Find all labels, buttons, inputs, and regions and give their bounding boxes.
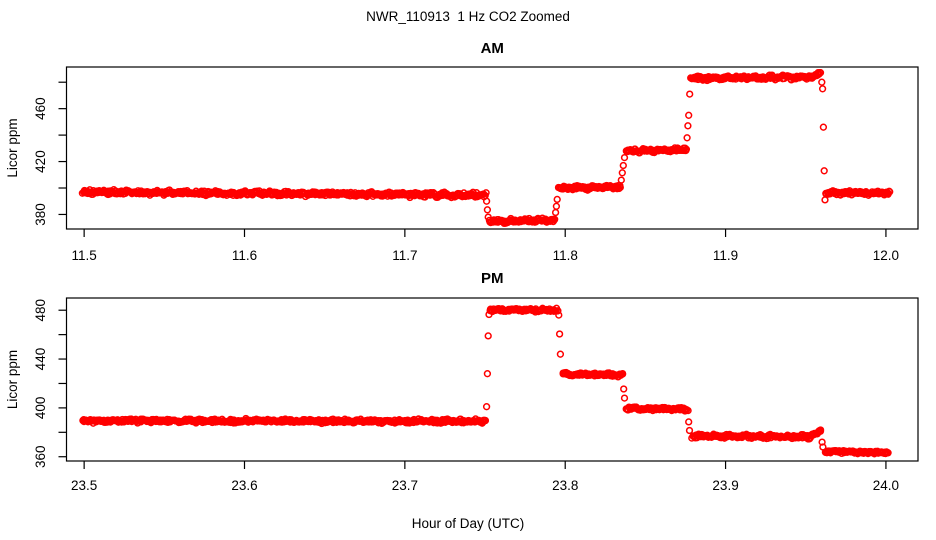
data-point	[551, 208, 560, 217]
panel-pm: 23.5 23.6 23.7 23.8 23.9 24.0 360 400 440 480 PM Li…	[5, 270, 919, 493]
data-point	[819, 443, 827, 451]
data-point	[616, 183, 624, 192]
plot-box	[65, 66, 919, 230]
panel-am: 11.5 11.6 11.7 11.8 11.9 12.0 380 420 460 AM Licor…	[5, 40, 919, 263]
x-tick-label: 23.6	[231, 478, 257, 493]
x-tick-label: 11.6	[232, 248, 257, 263]
y-tick-label: 380	[33, 203, 48, 226]
data-point	[818, 78, 826, 86]
data-point	[816, 426, 825, 434]
y-tick-label: 420	[33, 150, 48, 173]
figure-title: NWR_110913 1 Hz CO2 Zoomed	[366, 9, 570, 24]
plot-box	[65, 297, 919, 462]
data-point	[620, 153, 629, 162]
data-point	[685, 111, 693, 119]
data-point	[483, 206, 492, 214]
data-point	[819, 123, 828, 131]
y-axis-label: Licor ppm	[5, 350, 20, 409]
data-point	[818, 438, 826, 446]
panel-title: PM	[481, 270, 504, 287]
data-point	[555, 330, 564, 338]
scatter-points	[79, 304, 892, 458]
data-point	[618, 169, 626, 177]
data-point	[485, 310, 493, 319]
x-tick-label: 23.8	[552, 478, 578, 493]
data-point	[484, 332, 492, 340]
x-tick-label: 23.7	[392, 478, 418, 493]
data-point	[684, 406, 692, 415]
data-point	[821, 196, 829, 204]
y-tick-label: 400	[33, 397, 48, 420]
data-point	[682, 145, 691, 153]
data-point	[619, 161, 627, 170]
data-point	[685, 418, 693, 426]
data-point	[482, 403, 491, 411]
y-tick-label: 360	[33, 445, 48, 468]
x-tick-label: 23.5	[71, 478, 97, 493]
data-point	[552, 202, 561, 210]
data-point	[886, 188, 894, 196]
data-point	[484, 213, 492, 221]
data-point	[818, 85, 827, 93]
data-point	[553, 195, 561, 204]
data-point	[555, 311, 563, 319]
x-tick-label: 23.9	[712, 478, 738, 493]
x-tick-label: 11.7	[392, 248, 417, 263]
data-point	[551, 215, 559, 223]
y-tick-label: 440	[33, 348, 48, 371]
data-point	[884, 449, 892, 457]
x-tick-label: 24.0	[873, 478, 899, 493]
y-tick-label: 480	[33, 299, 48, 322]
data-point	[483, 370, 492, 378]
y-tick-label: 460	[33, 97, 48, 120]
data-point	[685, 426, 694, 435]
data-point	[481, 416, 490, 425]
x-tick-label: 11.5	[71, 248, 96, 263]
panel-title: AM	[481, 40, 504, 57]
data-point	[816, 69, 825, 77]
data-point	[683, 134, 691, 142]
data-point	[482, 189, 490, 197]
data-point	[686, 90, 694, 98]
x-tick-label: 12.0	[873, 248, 899, 263]
data-point	[618, 369, 627, 378]
data-point	[617, 176, 625, 184]
scatter-points	[78, 68, 894, 228]
x-tick-label: 11.9	[713, 248, 738, 263]
data-point	[820, 167, 828, 175]
data-point	[554, 307, 562, 315]
x-axis-label: Hour of Day (UTC)	[411, 516, 525, 531]
data-point	[556, 350, 565, 358]
data-point	[620, 385, 628, 393]
y-axis-label: Licor ppm	[5, 118, 20, 177]
data-point	[620, 394, 629, 402]
x-tick-label: 11.8	[553, 248, 578, 263]
data-point	[482, 197, 491, 205]
data-point	[684, 122, 692, 130]
